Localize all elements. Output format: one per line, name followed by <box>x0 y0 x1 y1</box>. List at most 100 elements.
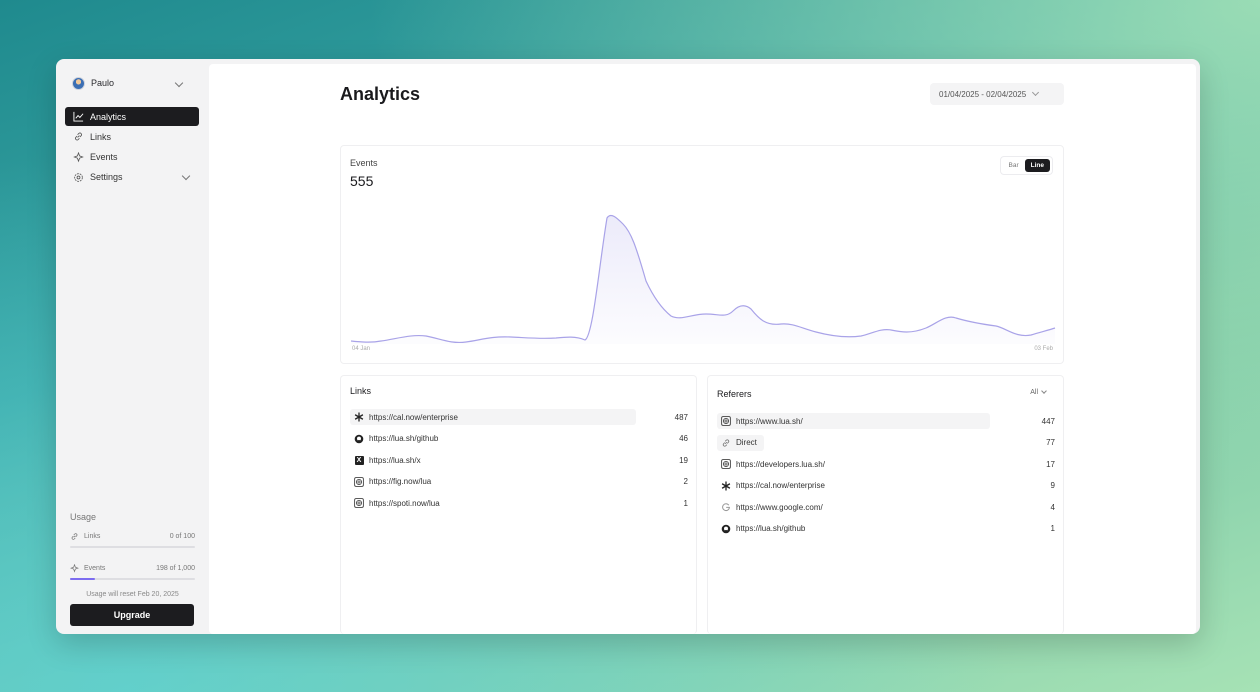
referer-url: https://cal.now/enterprise <box>736 481 825 490</box>
referers-title: Referers <box>717 389 752 399</box>
row-bar <box>717 413 990 429</box>
avatar <box>72 76 85 90</box>
sidebar-item-settings[interactable]: Settings <box>65 168 199 187</box>
usage-events-fill <box>70 578 95 580</box>
usage-events-count: 198 of 1,000 <box>156 565 195 572</box>
list-item[interactable]: https://lua.sh/github 46 <box>350 431 689 447</box>
usage-title: Usage <box>70 512 97 522</box>
globe-icon <box>354 498 364 508</box>
referers-card: Referers All https://www.lua.sh/ 447 <box>707 375 1064 634</box>
date-range-value: 01/04/2025 - 02/04/2025 <box>939 89 1027 99</box>
link-count: 19 <box>679 455 688 465</box>
list-item[interactable]: https://cal.now/enterprise 9 <box>717 478 1056 494</box>
referer-url: https://lua.sh/github <box>736 524 806 533</box>
link-url: https://lua.sh/x <box>369 455 421 465</box>
events-line-area <box>351 215 1055 344</box>
list-item[interactable]: Direct 77 <box>717 434 1056 451</box>
referers-list: https://www.lua.sh/ 447 Direct 77 https:… <box>717 413 1056 542</box>
events-card: Events 555 Bar Line 04 Jan 03 Feb <box>340 145 1064 364</box>
line-chart-icon <box>72 111 84 123</box>
x-axis-start-label: 04 Jan <box>352 346 371 352</box>
list-item[interactable]: https://www.google.com/ 4 <box>717 499 1056 515</box>
upgrade-button[interactable]: Upgrade <box>70 604 194 626</box>
referer-url: https://www.google.com/ <box>736 502 823 512</box>
list-item[interactable]: https://cal.now/enterprise 487 <box>350 409 689 425</box>
x-axis-end-label: 03 Feb <box>1034 346 1053 352</box>
chevron-down-icon[interactable] <box>181 171 191 181</box>
list-item[interactable]: https://www.lua.sh/ 447 <box>717 413 1056 429</box>
events-count: 555 <box>350 173 374 189</box>
link-count: 487 <box>674 412 688 422</box>
list-item[interactable]: X https://lua.sh/x 19 <box>350 452 689 468</box>
sidebar-item-label: Analytics <box>90 111 127 122</box>
line-toggle-button[interactable]: Line <box>1024 159 1050 172</box>
link-icon <box>70 532 80 541</box>
link-icon <box>72 131 84 143</box>
link-url: https://fig.now/lua <box>369 477 432 486</box>
link-count: 2 <box>683 477 688 486</box>
row-bar <box>350 409 636 425</box>
referer-count: 9 <box>1050 481 1055 490</box>
list-item[interactable]: https://developers.lua.sh/ 17 <box>717 456 1056 472</box>
github-icon <box>354 434 364 444</box>
referers-filter-value: All <box>1030 389 1038 396</box>
link-icon <box>721 438 731 448</box>
usage-links-count: 0 of 100 <box>169 533 195 540</box>
sidebar-item-analytics[interactable]: Analytics <box>65 107 199 126</box>
app-window: Paulo Analytics Links Events <box>56 59 1200 634</box>
sidebar-nav: Analytics Links Events Settings <box>65 107 199 188</box>
link-count: 1 <box>683 498 688 508</box>
sparkle-icon <box>72 151 84 163</box>
sidebar-item-label: Events <box>90 152 118 163</box>
referer-url: https://developers.lua.sh/ <box>736 459 825 469</box>
events-line <box>350 214 1056 344</box>
usage-links: Links 0 of 100 <box>70 532 195 541</box>
referers-filter-dropdown[interactable]: All <box>1030 388 1047 396</box>
sidebar-item-events[interactable]: Events <box>65 148 199 167</box>
referer-count: 17 <box>1046 459 1055 469</box>
usage-events-bar <box>70 578 195 580</box>
list-item[interactable]: https://spoti.now/lua 1 <box>350 495 689 511</box>
link-count: 46 <box>679 434 688 443</box>
referer-count: 77 <box>1046 438 1055 447</box>
chart-type-toggle: Bar Line <box>999 156 1053 175</box>
usage-links-bar <box>70 546 195 548</box>
gear-icon <box>72 171 84 183</box>
referer-count: 447 <box>1041 416 1055 426</box>
referer-url: Direct <box>736 438 757 447</box>
usage-panel: Usage Links 0 of 100 Events 198 of 1,000… <box>70 512 195 598</box>
links-list: https://cal.now/enterprise 487 https://l… <box>350 409 689 517</box>
chevron-down-icon <box>1032 88 1040 97</box>
links-title: Links <box>350 386 372 396</box>
list-item[interactable]: https://lua.sh/github 1 <box>717 521 1056 537</box>
main-content: Analytics 01/04/2025 - 02/04/2025 Events… <box>209 64 1196 634</box>
link-url: https://cal.now/enterprise <box>369 412 458 422</box>
page-title: Analytics <box>340 84 421 104</box>
globe-icon <box>721 459 731 469</box>
events-line-chart <box>350 214 1056 344</box>
sidebar-item-links[interactable]: Links <box>65 127 199 146</box>
account-name: Paulo <box>91 78 115 88</box>
google-icon <box>721 502 731 512</box>
date-range-picker[interactable]: 01/04/2025 - 02/04/2025 <box>930 83 1064 105</box>
usage-events-label: Events <box>84 565 106 572</box>
referer-count: 1 <box>1050 524 1055 533</box>
usage-events: Events 198 of 1,000 <box>70 564 195 573</box>
sidebar-item-label: Links <box>90 131 112 142</box>
github-icon <box>721 524 731 534</box>
x-icon: X <box>354 455 364 465</box>
usage-links-label: Links <box>84 533 101 540</box>
chevron-down-icon <box>1041 388 1047 394</box>
usage-reset-note: Usage will reset Feb 20, 2025 <box>86 591 179 598</box>
globe-icon <box>354 476 364 487</box>
link-url: https://spoti.now/lua <box>369 498 440 508</box>
chevron-down-icon <box>174 78 184 88</box>
bar-toggle-button[interactable]: Bar <box>1008 162 1019 169</box>
links-card: Links https://cal.now/enterprise 487 htt… <box>340 375 697 634</box>
list-item[interactable]: https://fig.now/lua 2 <box>350 474 689 490</box>
asterisk-icon <box>721 481 731 491</box>
globe-icon <box>721 416 731 426</box>
account-switcher[interactable]: Paulo <box>72 75 184 91</box>
events-label: Events <box>350 158 378 168</box>
sparkle-icon <box>70 564 80 573</box>
